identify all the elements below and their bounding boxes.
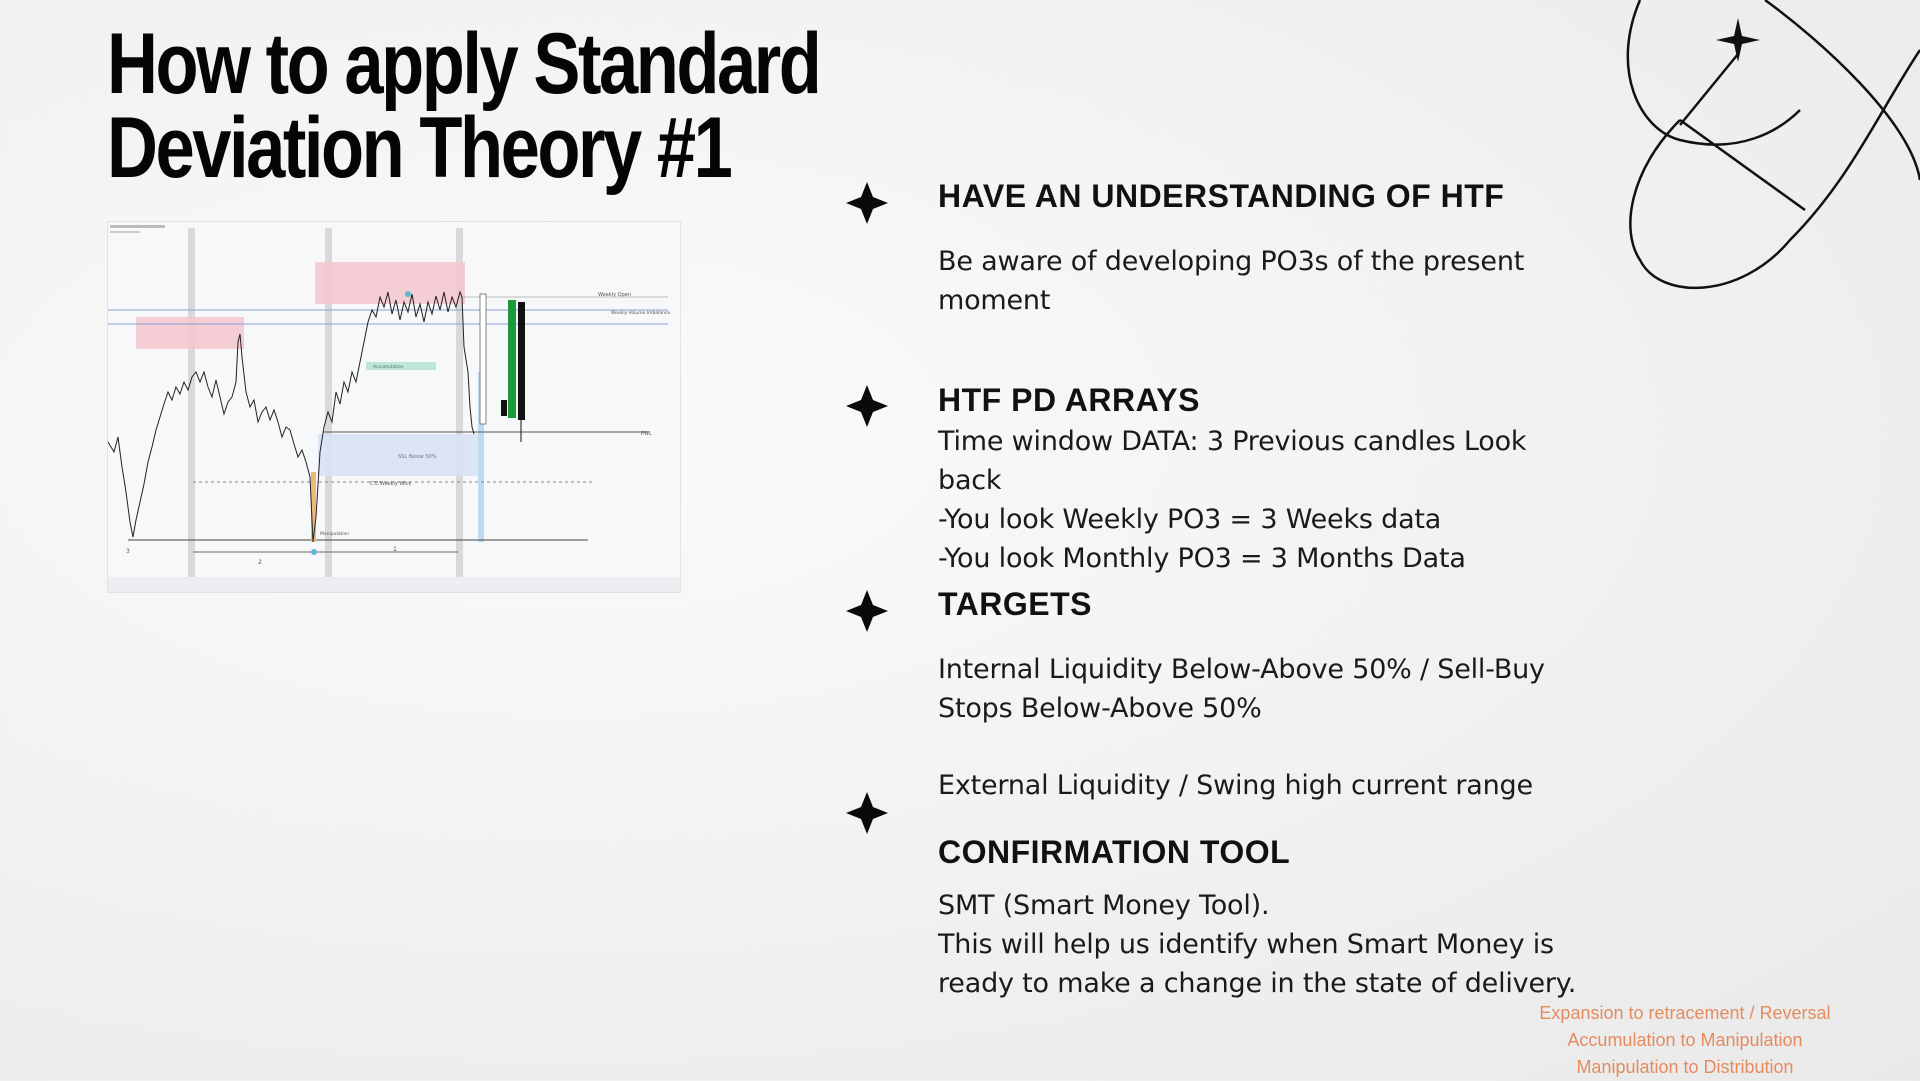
body-line: SMT (Smart Money Tool). bbox=[938, 890, 1270, 921]
body-line: moment bbox=[938, 285, 1051, 316]
section-body-pd-arrays: Time window DATA: 3 Previous candles Loo… bbox=[938, 422, 1527, 578]
label-ssl-below: SSL Below 50% bbox=[398, 454, 437, 460]
section-body-targets: Internal Liquidity Below-Above 50% / Sel… bbox=[938, 650, 1545, 728]
section-heading-htf: HAVE AN UNDERSTANDING OF HTF bbox=[938, 178, 1505, 214]
title-line-1: How to apply Standard bbox=[107, 16, 822, 112]
label-ce-weekly-wick: C.E Weekly Wick bbox=[370, 481, 411, 487]
body-line: External Liquidity / Swing high current … bbox=[938, 770, 1533, 801]
four-point-star-icon bbox=[846, 385, 888, 427]
chart-screenshot: Weekly Open Weekly Volume Imbalance Accu… bbox=[108, 222, 680, 592]
section-heading-pd-arrays: HTF PD ARRAYS bbox=[938, 382, 1200, 418]
label-accumulation: Accumulation bbox=[373, 364, 404, 370]
label-num-1: 1 bbox=[393, 546, 397, 553]
label-weekly-volume-imbalance: Weekly Volume Imbalance bbox=[611, 310, 670, 316]
section-body-confirmation-tool: SMT (Smart Money Tool). This will help u… bbox=[938, 886, 1576, 1003]
body-line: -You look Monthly PO3 = 3 Months Data bbox=[938, 543, 1466, 574]
body-line: Internal Liquidity Below-Above 50% / Sel… bbox=[938, 654, 1545, 685]
footer-notes: Expansion to retracement / Reversal Accu… bbox=[1500, 1000, 1870, 1081]
title-line-2: Deviation Theory #1 bbox=[107, 100, 733, 196]
label-num-2: 2 bbox=[258, 559, 262, 566]
four-point-star-icon bbox=[846, 590, 888, 632]
label-num-3: 3 bbox=[126, 548, 130, 555]
orbit-sparkle-icon bbox=[1620, 0, 1920, 320]
body-line: Stops Below-Above 50% bbox=[938, 693, 1262, 724]
body-line: -You look Weekly PO3 = 3 Weeks data bbox=[938, 504, 1442, 535]
body-line: Be aware of developing PO3s of the prese… bbox=[938, 246, 1525, 277]
footer-line: Expansion to retracement / Reversal bbox=[1539, 1003, 1831, 1023]
label-manipulation: Manipulation bbox=[320, 531, 349, 537]
footer-line: Manipulation to Distribution bbox=[1576, 1057, 1794, 1077]
label-pwl: PWL bbox=[641, 431, 652, 437]
body-line: Time window DATA: 3 Previous candles Loo… bbox=[938, 426, 1527, 457]
section-heading-targets: TARGETS bbox=[938, 586, 1093, 622]
body-line: back bbox=[938, 465, 1002, 496]
section-body-external-liquidity: External Liquidity / Swing high current … bbox=[938, 766, 1533, 805]
body-line: This will help us identify when Smart Mo… bbox=[938, 929, 1554, 960]
four-point-star-icon bbox=[846, 182, 888, 224]
section-body-htf: Be aware of developing PO3s of the prese… bbox=[938, 242, 1524, 320]
footer-line: Accumulation to Manipulation bbox=[1567, 1030, 1803, 1050]
body-line: ready to make a change in the state of d… bbox=[938, 968, 1577, 999]
four-point-star-icon bbox=[846, 792, 888, 834]
page-title: How to apply Standard Deviation Theory #… bbox=[107, 16, 822, 196]
price-chart-image: Weekly Open Weekly Volume Imbalance Accu… bbox=[108, 222, 680, 592]
section-heading-confirmation-tool: CONFIRMATION TOOL bbox=[938, 834, 1291, 870]
label-weekly-open: Weekly Open bbox=[598, 292, 631, 298]
